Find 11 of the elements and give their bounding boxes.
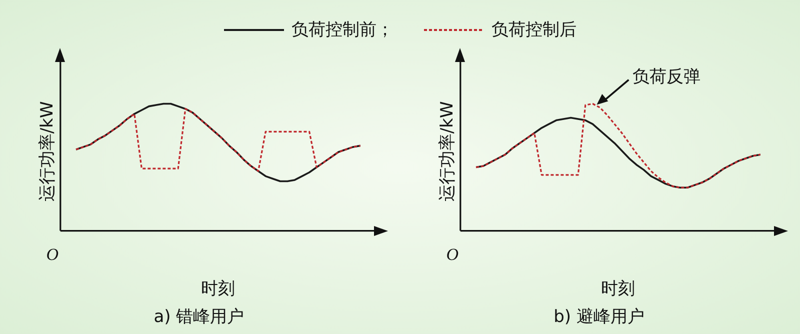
x-axis-title: 时刻	[201, 278, 236, 299]
text: O	[446, 244, 459, 264]
text: O	[46, 244, 59, 264]
y-axis-title: 运行功率/kW	[438, 101, 458, 202]
text: b) 避峰用户	[554, 307, 644, 328]
text: a) 错峰用户	[154, 307, 244, 328]
legend-label: 负荷控制前；	[292, 19, 394, 41]
legend-label: 负荷控制后	[492, 19, 576, 41]
text: 负荷反弹	[632, 67, 701, 88]
x-axis-title: 时刻	[601, 278, 636, 299]
y-axis-title: 运行功率/kW	[38, 101, 58, 202]
